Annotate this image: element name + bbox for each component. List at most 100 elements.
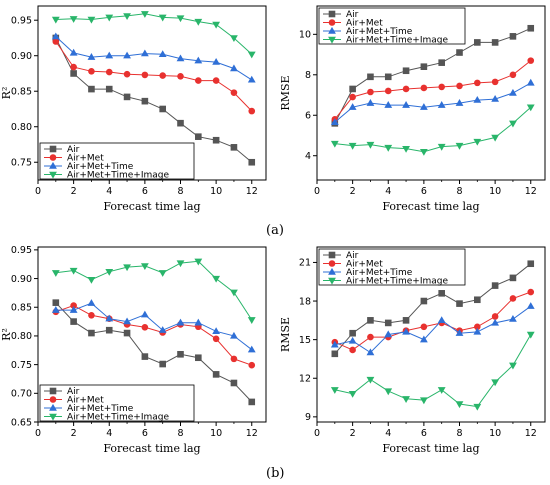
data-point [438,290,445,297]
data-point [473,138,482,146]
legend-marker [328,251,336,259]
data-point [141,353,149,360]
data-point [456,82,463,90]
data-point [70,70,77,77]
data-point [402,145,410,153]
data-point [509,314,517,322]
data-point [51,16,60,24]
data-point [105,14,114,22]
data-point [140,263,149,271]
data-point [158,326,167,333]
data-point [123,13,131,21]
data-point [437,101,446,108]
x-axis-label: Forecast time lag [103,200,200,213]
y-tick-label: 0.90 [11,274,32,285]
data-point [366,141,375,149]
data-point [177,350,184,358]
x-tick-label: 12 [246,186,258,197]
legend-label: Air+Met [346,19,383,29]
data-point [159,360,166,368]
data-point [176,260,185,268]
legend-box [39,142,195,180]
legend-marker [328,267,336,275]
data-point [402,327,410,335]
data-point [331,350,339,358]
legend-marker [49,403,57,411]
data-point [474,296,481,304]
data-point [419,103,428,110]
data-point [384,101,393,108]
series-line [334,82,532,123]
data-point [230,89,238,96]
data-point [176,54,185,62]
y-tick-label: 0.75 [11,158,32,169]
data-point [87,53,96,60]
series-line [334,60,532,120]
x-tick-label: 2 [71,428,77,439]
data-point [348,336,357,344]
legend-box [318,7,466,45]
data-point [420,323,428,331]
data-point [402,317,410,324]
legend-label: Air+Met [67,154,104,164]
x-tick-label: 8 [456,428,462,439]
x-tick-label: 8 [177,186,183,197]
data-point [509,71,517,79]
data-point [212,58,221,65]
legend-label: Air+Met [67,396,104,406]
data-point [527,288,535,296]
data-point [195,77,202,84]
series-air-met-time-image [51,258,256,324]
legend-marker [328,36,336,44]
data-point [230,289,238,297]
y-tick-label: 4 [305,151,311,162]
data-point [349,329,356,337]
data-point [349,85,356,93]
legend-marker [49,154,57,161]
legend-label: Air+Met+Time [346,27,413,37]
data-point [456,49,463,56]
plot-frame [37,246,267,423]
legend-marker [328,19,336,26]
data-point [123,317,131,325]
legend-marker [49,413,57,421]
data-point [141,71,149,79]
data-point [491,318,500,326]
series-air-met [331,57,535,123]
y-tick-label: 0.85 [11,303,32,314]
series-air-met-time [330,302,535,356]
data-point [69,48,78,56]
x-tick-label: 4 [385,186,391,197]
data-point [349,93,356,101]
data-point [230,379,238,387]
data-point [248,361,256,369]
x-tick-label: 2 [350,428,356,439]
x-tick-label: 0 [314,186,320,197]
data-point [420,63,428,70]
data-point [366,348,375,356]
data-point [230,144,238,151]
series-air [331,260,535,358]
data-point [88,85,95,93]
data-point [491,313,499,320]
data-point [140,49,149,57]
series-air-met-time-image [330,104,535,156]
legend-marker [49,161,57,169]
caption-b: (b) [266,466,285,481]
data-point [177,119,184,127]
y-tick-label: 10 [299,30,311,41]
data-point [248,158,256,166]
data-point [455,142,464,150]
data-point [402,67,410,75]
data-point [474,323,481,331]
data-point [526,302,535,309]
data-point [248,107,256,115]
data-point [402,85,410,93]
data-point [123,93,131,101]
y-tick-label: 15 [299,335,311,346]
legend-marker [328,277,336,285]
x-tick-label: 2 [350,186,356,197]
data-point [88,311,95,319]
